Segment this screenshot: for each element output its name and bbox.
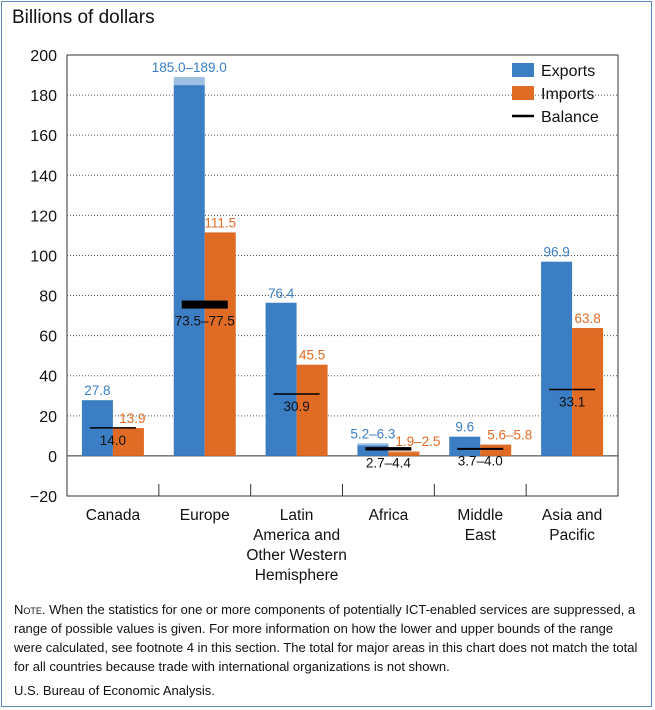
exports-bar (541, 261, 573, 456)
legend-swatch-imports (512, 86, 534, 100)
balance-range-marker (181, 300, 228, 309)
exports-value-label: 185.0–189.0 (152, 60, 227, 75)
y-tick-label: 180 (30, 88, 57, 105)
imports-value-label: 5.6–5.8 (487, 427, 532, 442)
imports-bar (204, 232, 236, 456)
y-axis-title: Billions of dollars (12, 7, 155, 28)
y-tick-label: −20 (30, 489, 57, 506)
balance-value-label: 73.5–77.5 (175, 314, 235, 329)
x-tick-label: Africa (369, 507, 409, 524)
balance-range-marker (457, 447, 504, 450)
exports-value-label: 5.2–6.3 (350, 426, 395, 441)
exports-bar (357, 445, 389, 456)
imports-bar (112, 428, 144, 456)
y-tick-label: 20 (39, 409, 57, 426)
imports-value-label: 1.9–2.5 (395, 434, 440, 449)
exports-range-bar (357, 443, 389, 446)
x-tick-label: Pacific (549, 527, 595, 544)
note-text: When the statistics for one or more comp… (14, 602, 638, 674)
exports-value-label: 9.6 (455, 420, 474, 435)
y-tick-label: 0 (48, 449, 57, 466)
x-tick-label: Hemisphere (255, 567, 339, 584)
legend-swatch-exports (512, 63, 534, 77)
chart-note: Note. When the statistics for one or mor… (14, 600, 644, 676)
x-tick-label: East (465, 527, 497, 544)
legend-label-exports: Exports (541, 63, 595, 80)
imports-range-bar (388, 450, 420, 453)
balance-value-label: 33.1 (559, 395, 585, 410)
x-tick-label: Canada (86, 507, 141, 524)
legend-label-balance: Balance (541, 109, 599, 126)
exports-bar (265, 302, 297, 456)
exports-bar (173, 85, 205, 456)
imports-bar (480, 444, 512, 456)
exports-value-label: 27.8 (84, 383, 110, 398)
x-tick-label: Europe (180, 507, 230, 524)
x-tick-label: Asia and (542, 507, 602, 524)
imports-bar (572, 328, 604, 456)
x-tick-label: America and (253, 527, 340, 544)
legend-label-imports: Imports (541, 86, 594, 103)
y-tick-label: 120 (30, 208, 57, 225)
note-lead: Note. (14, 602, 46, 617)
imports-value-label: 45.5 (299, 348, 325, 363)
y-tick-label: 80 (39, 289, 57, 306)
exports-value-label: 96.9 (543, 245, 569, 260)
imports-value-label: 13.9 (119, 411, 145, 426)
y-tick-label: 140 (30, 168, 57, 185)
balance-value-label: 3.7–4.0 (458, 453, 503, 468)
plot-border (66, 54, 619, 497)
bar-chart: −20 0 20 40 60 80 100 120 140 160 180 200 27.8 13.9 14… (30, 48, 619, 584)
y-tick-label: 200 (30, 48, 57, 65)
x-tick-label: Other Western (246, 547, 347, 564)
x-tick-label: Latin (280, 507, 314, 524)
balance-value-label: 14.0 (100, 433, 126, 448)
imports-value-label: 63.8 (574, 311, 600, 326)
exports-range-bar (173, 77, 205, 86)
x-tick-label: Middle (457, 507, 503, 524)
imports-bar (296, 364, 328, 456)
source-line: U.S. Bureau of Economic Analysis. (14, 683, 215, 698)
balance-range-marker (365, 447, 412, 451)
y-tick-label: 100 (30, 248, 57, 265)
y-tick-label: 160 (30, 128, 57, 145)
imports-value-label: 111.5 (204, 215, 236, 230)
exports-value-label: 76.4 (268, 286, 295, 301)
y-tick-label: 40 (39, 369, 57, 386)
balance-value-label: 2.7–4.4 (366, 455, 412, 470)
imports-bar (388, 452, 420, 456)
y-tick-label: 60 (39, 329, 57, 346)
balance-value-label: 30.9 (283, 399, 309, 414)
exports-bar (449, 436, 481, 456)
